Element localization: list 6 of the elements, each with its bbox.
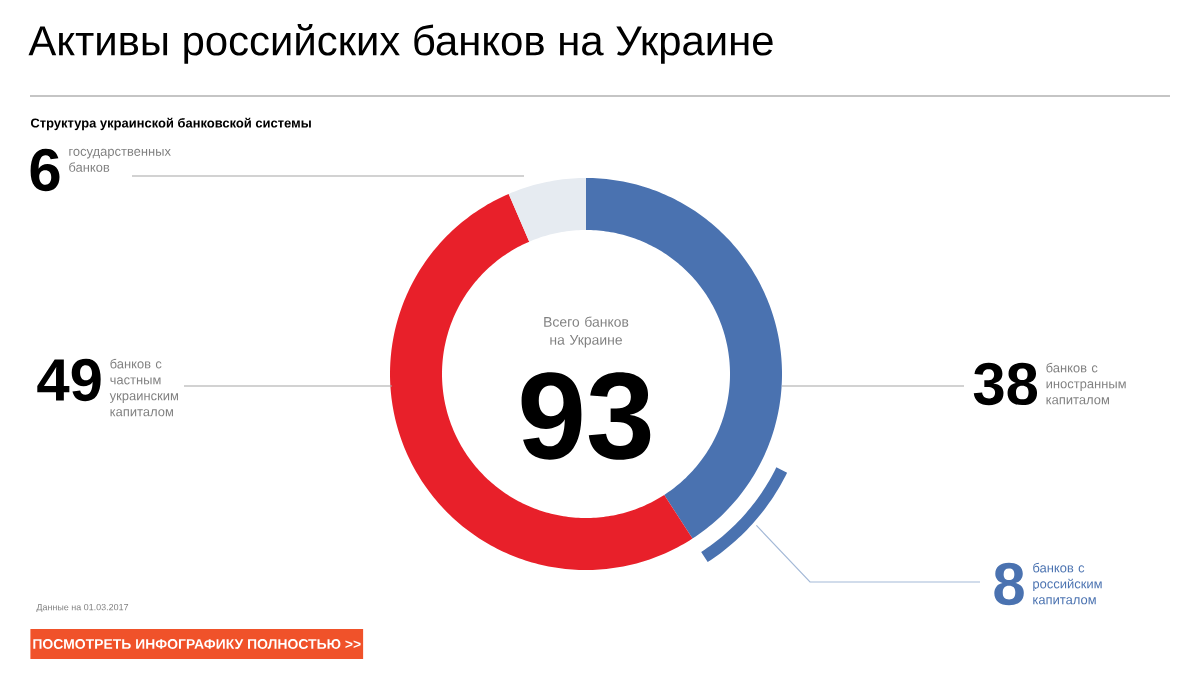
data-label: 38 bbox=[973, 362, 1038, 406]
data-label: 8 bbox=[994, 562, 1024, 606]
text: 93 bbox=[521, 372, 651, 460]
data-label: 49 bbox=[37, 358, 101, 402]
data-label: 6 bbox=[30, 148, 60, 192]
chart-title: Активы российских банков на Украине bbox=[28, 24, 773, 64]
